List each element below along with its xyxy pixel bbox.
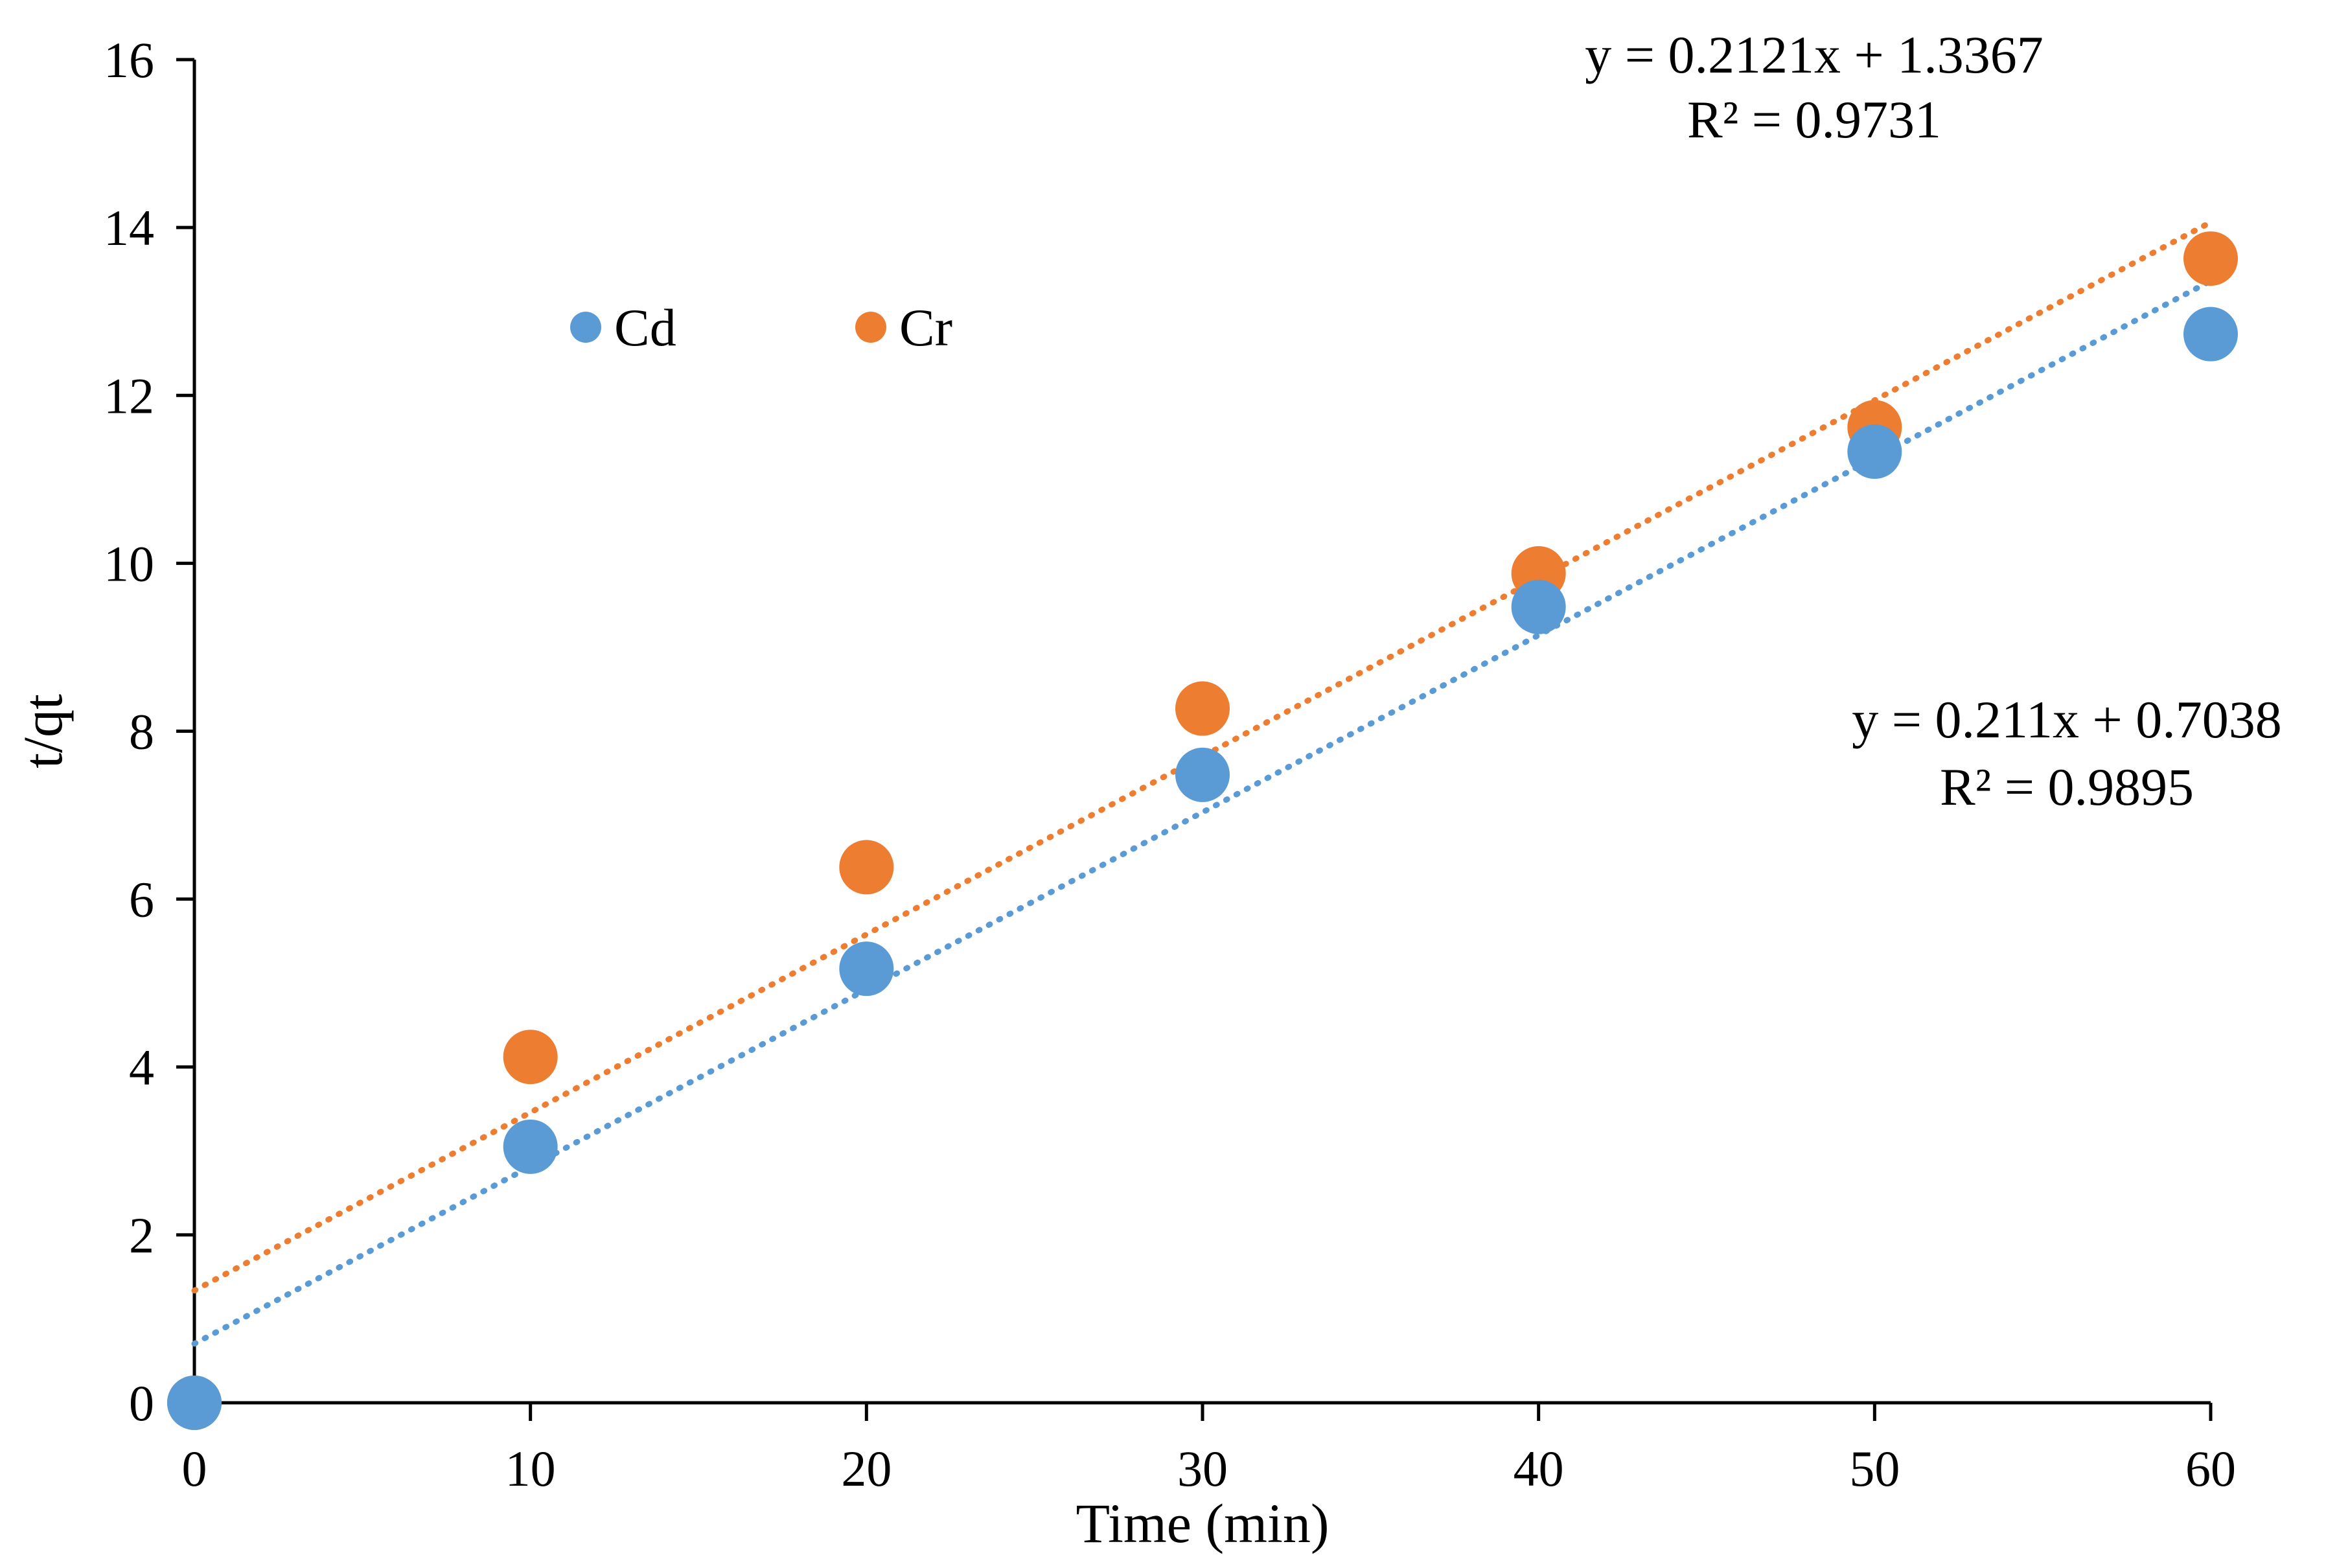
data-points xyxy=(167,231,2238,1430)
y-tick-label: 4 xyxy=(129,1039,154,1096)
x-tick-label: 10 xyxy=(505,1440,556,1497)
y-tick-label: 0 xyxy=(129,1375,154,1431)
x-axis-title: Time (min) xyxy=(1076,1492,1329,1554)
trendline-annotations: y = 0.2121x + 1.3367 R² = 0.9731 y = 0.211… xyxy=(1585,25,2281,816)
legend-marker-cr xyxy=(855,312,886,343)
y-tick-label: 10 xyxy=(104,535,154,592)
legend: Cd Cr xyxy=(570,298,952,357)
point-cr xyxy=(1175,681,1230,736)
point-cr xyxy=(2183,231,2238,286)
point-cd xyxy=(2183,306,2238,362)
y-tick-label: 6 xyxy=(129,871,154,928)
point-cd xyxy=(1847,424,1902,479)
x-tick-label: 30 xyxy=(1177,1440,1228,1497)
point-cd xyxy=(1511,579,1566,634)
x-tick-label: 60 xyxy=(2185,1440,2236,1497)
x-tick-label: 50 xyxy=(1849,1440,1900,1497)
cr-r-squared: R² = 0.9731 xyxy=(1687,90,1941,149)
point-cd xyxy=(503,1119,558,1174)
cd-equation: y = 0.211x + 0.7038 xyxy=(1852,690,2281,749)
y-tick-label: 16 xyxy=(104,32,154,88)
y-tick-label: 2 xyxy=(129,1207,154,1263)
y-tick-label: 12 xyxy=(104,367,154,424)
y-tick-label: 8 xyxy=(129,704,154,760)
legend-label-cr: Cr xyxy=(899,298,952,357)
point-cr xyxy=(839,840,894,895)
point-cd xyxy=(839,941,894,997)
axes: 0 2 4 6 8 10 12 14 16 0 10 20 30 40 50 60 Time (min) t/qt xyxy=(12,32,2236,1554)
x-tick-label: 20 xyxy=(841,1440,892,1497)
trendline-cd xyxy=(191,278,2214,1347)
legend-label-cd: Cd xyxy=(614,298,676,357)
y-axis-title: t/qt xyxy=(12,694,74,768)
point-cd xyxy=(1175,747,1230,802)
point-cd xyxy=(167,1376,222,1430)
cr-equation: y = 0.2121x + 1.3367 xyxy=(1585,25,2044,84)
y-tick-label: 14 xyxy=(104,200,154,256)
x-tick-label: 0 xyxy=(182,1440,207,1497)
legend-marker-cd xyxy=(570,312,601,343)
x-tick-label: 40 xyxy=(1514,1440,1564,1497)
cd-r-squared: R² = 0.9895 xyxy=(1940,757,2194,816)
point-cr xyxy=(503,1030,558,1085)
